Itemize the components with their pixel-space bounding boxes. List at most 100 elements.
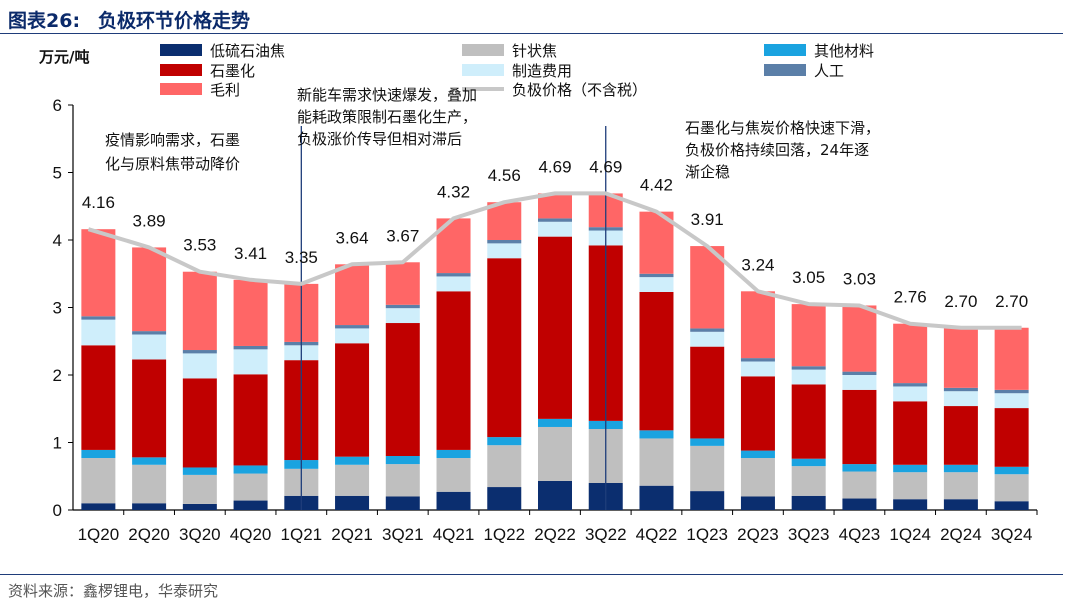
bar-segment [943,406,978,465]
bar-segment [538,221,572,237]
bar-segment [335,325,370,329]
x-tick-label: 1Q24 [889,525,931,544]
bar-segment [182,474,217,504]
bar-segment [385,496,420,510]
bar-segment [233,345,268,350]
bar-segment [842,471,877,499]
x-tick-label: 1Q23 [686,525,728,544]
bar-segment [436,273,471,277]
price-value-label: 3.91 [691,210,724,229]
bar-segment [487,487,522,510]
bar-segment [690,331,725,347]
y-tick-label: 5 [53,164,62,183]
legend-label: 负极价格（不含税） [512,81,647,99]
legend-swatch [462,64,504,76]
bar-segment [436,276,471,292]
bar-segment [182,378,217,468]
bar-segment [436,291,471,450]
price-value-label: 3.03 [843,269,876,288]
x-tick-label: 2Q21 [331,525,373,544]
bar-segment [740,450,775,459]
bar-segment [335,464,370,496]
bar-segment [538,193,572,219]
bar-segment [791,366,826,370]
bar-segment [233,465,268,474]
bar-segment [690,346,725,439]
legend-swatch [764,64,806,76]
legend-label: 其他材料 [814,42,874,60]
legend-swatch [160,83,202,95]
price-value-label: 3.05 [792,268,825,287]
bar-segment [893,383,928,387]
bar-segment [690,491,725,510]
bar-segment [335,495,370,510]
bar-segment [81,229,116,317]
value-labels: 4.16 3.89 3.53 3.41 3.35 3.64 3.67 4.32 4.56 4.69… [82,157,1028,310]
bar-segment [132,331,167,335]
bar-segment [791,369,826,385]
bar-segment [538,236,572,419]
bar-segment [182,353,217,379]
legend-swatch [160,64,202,76]
bar-segment [335,456,370,465]
annotation-line: 负极涨价传导但相对滞后 [297,130,462,148]
bar-segment [639,291,674,431]
legend-label: 低硫石油焦 [210,42,285,60]
bar-segment [740,358,775,362]
bar-segment [538,418,572,427]
bar-segment [639,273,674,278]
bar-segment [943,387,978,392]
x-tick-label: 1Q22 [483,525,525,544]
bar-segment [182,350,217,354]
x-tick-label: 3Q21 [382,525,424,544]
bar-segment [436,458,471,492]
bar-segment [233,500,268,510]
y-tick-label: 2 [53,366,62,385]
price-value-label: 3.89 [133,211,166,230]
price-value-label: 3.41 [234,244,267,263]
bar-segment [842,305,877,372]
bar-segment [943,327,978,388]
legend-swatch [462,44,504,56]
bar-segment [487,258,522,438]
y-tick-label: 1 [53,434,62,453]
figure-title-text: 负极环节价格走势 [98,10,251,32]
bar-segment [335,264,370,326]
bar-segment [740,496,775,510]
bar-segment [994,501,1029,510]
bar-segment [893,464,928,473]
bar-segment [740,291,775,359]
figure-title: 图表26: 负极环节价格走势 [8,6,250,33]
price-value-label: 4.16 [82,193,115,212]
bar-segment [538,480,572,510]
bar-segment [994,474,1029,502]
bar-segment [943,391,978,407]
x-tick-label: 3Q23 [788,525,830,544]
bar-segment [690,438,725,446]
x-tick-label: 3Q24 [991,525,1033,544]
bar-segment [233,374,268,466]
price-line-group [87,191,1022,330]
bar-segment [487,437,522,446]
price-value-label: 2.70 [995,292,1028,311]
annotation-line: 疫情影响需求，石墨 [105,131,240,149]
bar-segment [538,218,572,222]
price-value-label: 2.70 [944,292,977,311]
price-value-label: 4.69 [538,157,571,176]
bar-segment [335,343,370,457]
figure-label: 图表26: [8,10,81,32]
price-value-label: 4.42 [640,176,673,195]
y-tick-label: 3 [53,299,62,318]
x-tick-label: 4Q20 [230,525,272,544]
y-tick-label: 4 [53,231,62,250]
x-tick-label: 2Q22 [534,525,576,544]
source-note: 资料来源：鑫椤锂电，华泰研究 [8,582,219,600]
x-tick-label: 1Q21 [281,525,323,544]
period-markers [300,126,607,510]
legend-label: 人工 [814,62,844,80]
bar-segment [893,401,928,465]
top-rule [0,33,1063,34]
bar-segment [893,386,928,402]
price-value-label: 4.32 [437,182,470,201]
